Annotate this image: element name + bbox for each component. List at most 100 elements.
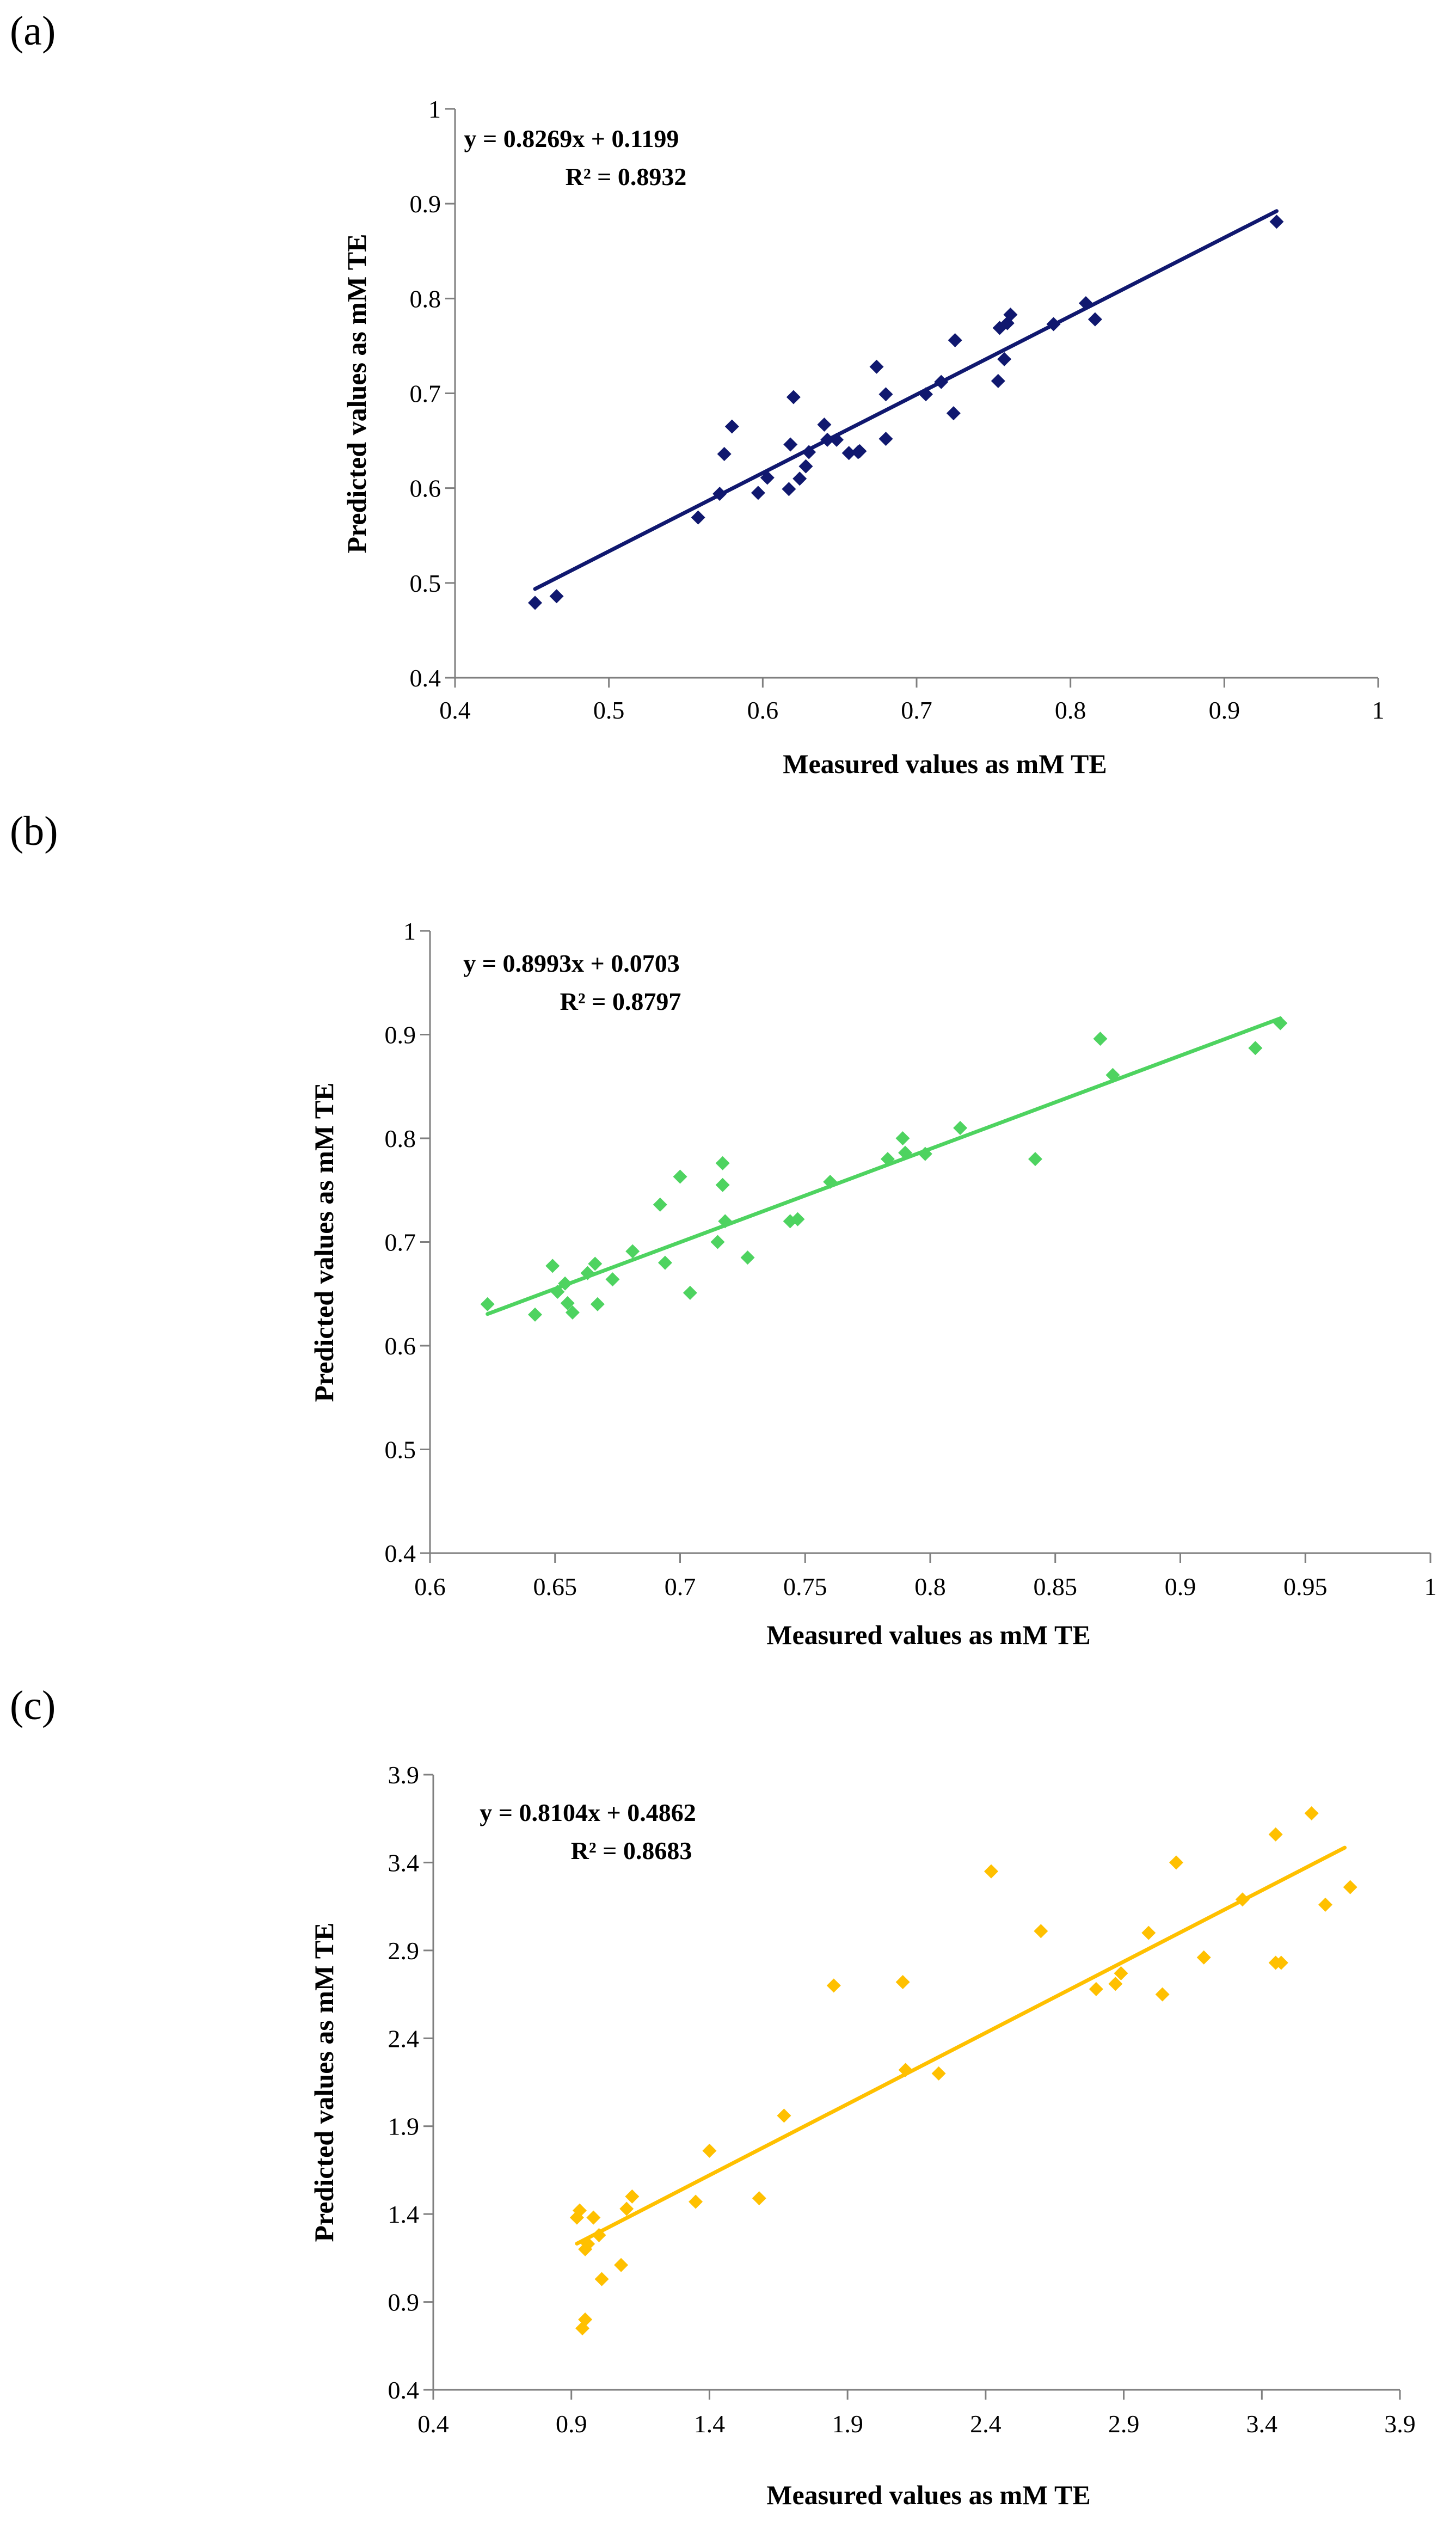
chart-a-data-point: [1003, 307, 1018, 322]
chart-c-data-point: [931, 2066, 946, 2081]
chart-b-y-tick-label: 0.9: [385, 1021, 416, 1049]
chart-b-data-point: [740, 1250, 755, 1265]
chart-b-data-point: [1093, 1032, 1108, 1046]
chart-b-data-point: [605, 1272, 620, 1287]
chart-b-data-point: [823, 1175, 838, 1189]
chart-a-data-point: [717, 446, 732, 461]
chart-c-r-squared: R² = 0.8683: [571, 1837, 692, 1864]
chart-a-y-tick-label: 0.7: [410, 380, 441, 408]
chart-c-data-point: [1343, 1880, 1357, 1894]
chart-c-y-tick-label: 1.4: [388, 2200, 420, 2228]
chart-a-data-point: [934, 375, 949, 389]
chart-b-y-tick-label: 0.8: [385, 1125, 416, 1152]
chart-c-data-point: [1304, 1806, 1319, 1821]
chart-b-x-tick-label: 0.8: [914, 1573, 946, 1600]
chart-b-x-tick-label: 0.95: [1283, 1573, 1328, 1600]
chart-a-panel-label: (a): [10, 8, 56, 54]
chart-a-data-point: [527, 596, 542, 610]
chart-c-data-point: [702, 2143, 717, 2158]
chart-a-y-tick-label: 1: [428, 95, 441, 123]
chart-a-x-tick-label: 1: [1372, 696, 1385, 724]
chart-a-data-point: [760, 470, 775, 485]
chart-c-data-point: [578, 2312, 593, 2327]
chart-b-trendline: [486, 1016, 1282, 1316]
chart-a-data-point: [549, 589, 564, 604]
chart-b-data-point: [527, 1307, 542, 1322]
chart-c-y-tick-label: 2.9: [388, 1937, 420, 1965]
chart-b-data-point: [1028, 1152, 1042, 1167]
chart-c-y-tick-label: 3.9: [388, 1761, 420, 1789]
chart-a-data-point: [786, 390, 801, 404]
chart-a-data-point: [782, 482, 796, 496]
chart-b-data-point: [480, 1297, 495, 1311]
chart-a: (a) 0.4 0.5 0.6 0.7 0.8 0.9 1 0.4 0.5 0.6 0.7 0.8 0.9…: [10, 8, 1385, 779]
chart-a-equation: y = 0.8269x + 0.1199: [464, 125, 679, 152]
chart-b-data-point: [895, 1131, 910, 1145]
chart-a-x-tick-label: 0.6: [747, 696, 779, 724]
chart-c-x-axis-title: Measured values as mM TE: [766, 2480, 1090, 2510]
chart-c-data-point: [1034, 1924, 1048, 1939]
chart-b-data-point: [1105, 1068, 1120, 1082]
chart-c-data-point: [592, 2228, 606, 2242]
chart-b-y-tick-label: 0.7: [385, 1229, 416, 1256]
chart-a-x-axis-title: Measured values as mM TE: [783, 749, 1107, 779]
chart-c-y-tick-label: 0.4: [388, 2376, 420, 2404]
chart-b-data-point: [545, 1259, 560, 1273]
chart-c-y-tick-label: 3.4: [388, 1849, 420, 1876]
chart-c-data-point: [984, 1864, 999, 1879]
chart-c-y-axis-title: Predicted values as mM TE: [309, 1922, 339, 2242]
chart-b-data-point: [1273, 1016, 1288, 1031]
chart-c-x-tick-label: 3.4: [1246, 2410, 1278, 2438]
chart-a-y-tick-label: 0.5: [410, 569, 441, 597]
chart-a-data-point: [792, 471, 807, 486]
chart-b-data-point: [918, 1146, 932, 1161]
chart-c-data-point: [752, 2191, 766, 2206]
chart-b-data-point: [683, 1285, 697, 1300]
chart-b-x-tick-label: 0.75: [783, 1573, 827, 1600]
chart-a-data-point: [1078, 296, 1093, 311]
chart-a-trendline: [533, 209, 1279, 591]
chart-a-y-axis-title: Predicted values as mM TE: [341, 234, 372, 553]
chart-a-data-point: [869, 359, 884, 374]
chart-a-data-point: [712, 487, 727, 501]
chart-b-x-tick-label: 0.6: [414, 1573, 446, 1600]
chart-b-data-point: [790, 1212, 805, 1226]
chart-c-data-point: [1089, 1982, 1103, 1996]
chart-a-x-tick-label: 0.8: [1055, 696, 1086, 724]
chart-a-data-point: [946, 406, 961, 421]
chart-b-data-point: [625, 1244, 640, 1259]
chart-b: (b) 0.6 0.65 0.7 0.75 0.8 0.85 0.9 0.95 1 0.4 0.5 0.…: [10, 808, 1437, 1650]
chart-c-data-point: [614, 2258, 629, 2272]
chart-c-equation: y = 0.8104x + 0.4862: [480, 1799, 696, 1826]
chart-a-y-tick-label: 0.9: [410, 190, 441, 218]
chart-b-y-tick-label: 0.6: [385, 1332, 416, 1360]
chart-a-data-point: [1088, 312, 1102, 327]
chart-c-data-point: [895, 1974, 910, 1989]
chart-c-data-point: [1108, 1977, 1123, 1991]
chart-b-x-tick-label: 0.65: [533, 1573, 578, 1600]
chart-a-data-point: [991, 373, 1005, 388]
chart-b-data-point: [653, 1197, 667, 1212]
chart-b-data-point: [718, 1214, 733, 1229]
chart-a-data-point: [1269, 214, 1284, 229]
chart-b-data-point: [560, 1296, 575, 1310]
chart-b-data-point: [898, 1145, 913, 1160]
chart-c-data-point: [619, 2201, 634, 2216]
chart-b-data-point: [590, 1297, 605, 1311]
chart-c-y-tick-label: 2.4: [388, 2025, 420, 2052]
chart-c-data-point: [1141, 1925, 1156, 1940]
chart-c-x-tick-label: 2.9: [1108, 2410, 1140, 2438]
chart-c-data-point: [1274, 1955, 1288, 1970]
chart-b-equation: y = 0.8993x + 0.0703: [463, 949, 679, 977]
chart-b-data-point: [715, 1177, 730, 1192]
chart-a-data-point: [817, 417, 832, 432]
chart-a-data-point: [724, 419, 739, 434]
chart-c-y-tick-label: 0.9: [388, 2289, 420, 2316]
chart-b-data-point: [1248, 1041, 1263, 1056]
chart-b-data-point: [565, 1305, 580, 1320]
chart-a-r-squared: R² = 0.8932: [566, 163, 687, 191]
chart-a-data-point: [878, 432, 893, 446]
chart-b-data-point: [673, 1169, 687, 1184]
chart-a-data-point: [802, 445, 816, 459]
